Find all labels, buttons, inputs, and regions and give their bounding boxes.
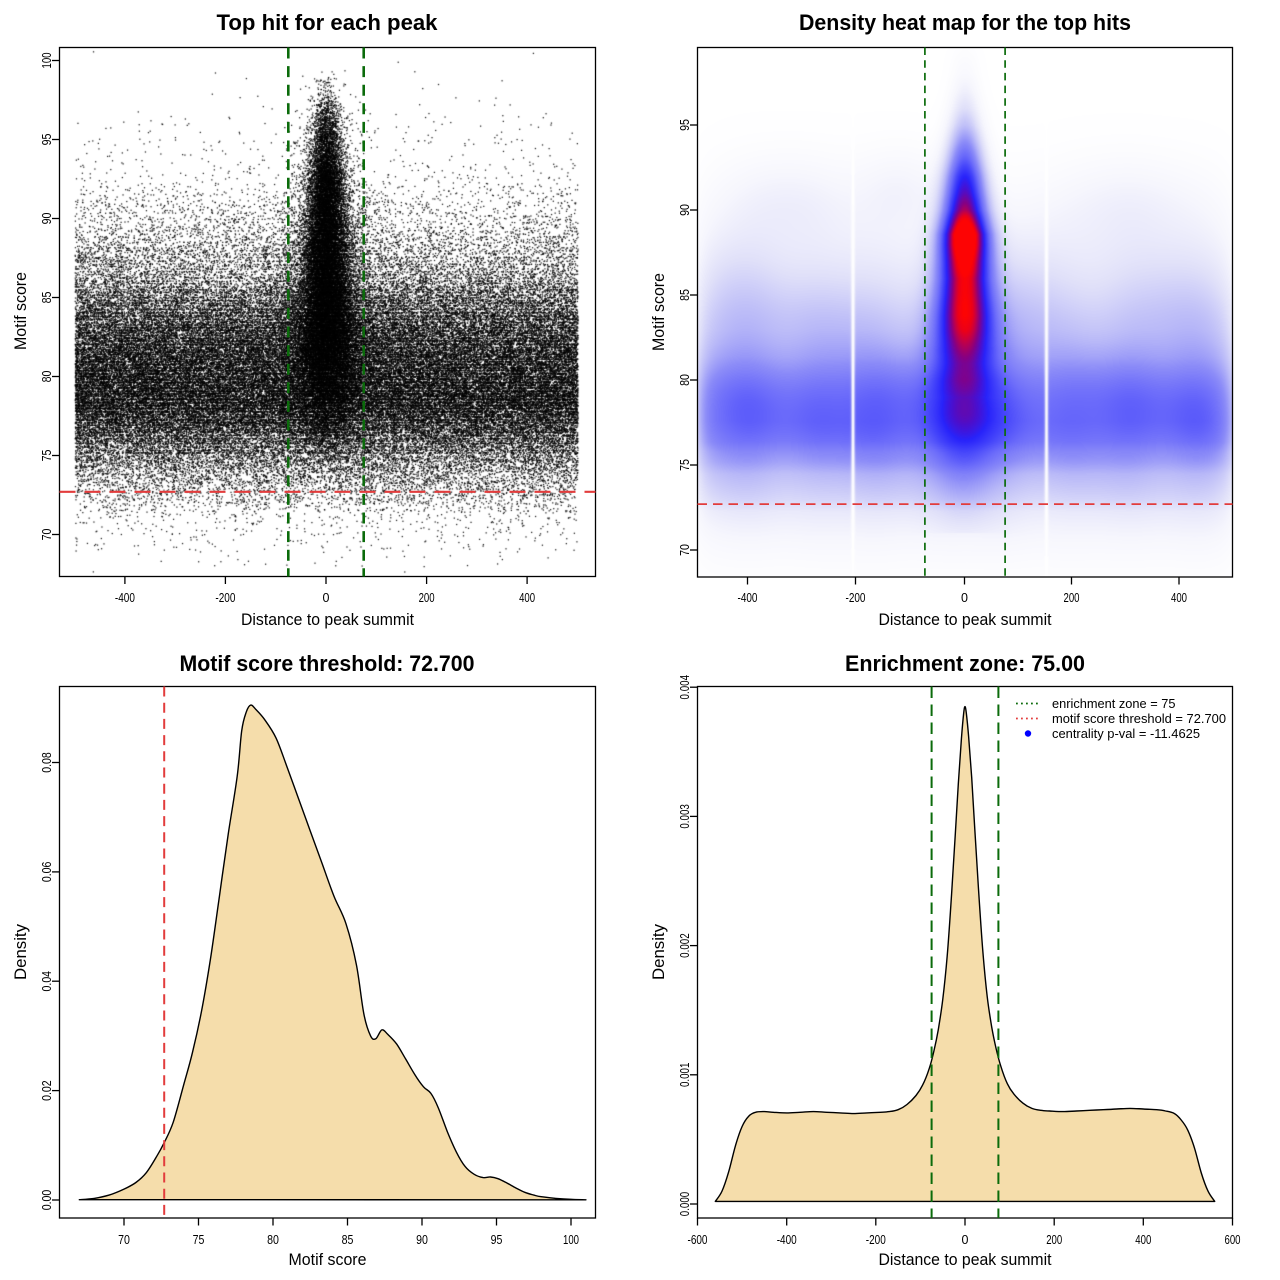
- svg-text:Motif score: Motif score: [649, 273, 668, 351]
- svg-text:75: 75: [678, 459, 692, 471]
- svg-text:0.003: 0.003: [678, 804, 692, 829]
- svg-text:70: 70: [118, 1233, 130, 1247]
- svg-text:0.04: 0.04: [40, 971, 54, 992]
- svg-text:200: 200: [1064, 591, 1080, 605]
- svg-text:0.00: 0.00: [40, 1190, 54, 1211]
- svg-text:Density heat map for the top h: Density heat map for the top hits: [799, 10, 1131, 35]
- svg-text:80: 80: [267, 1233, 279, 1247]
- svg-text:motif score threshold = 72.700: motif score threshold = 72.700: [1052, 712, 1226, 726]
- svg-text:0.08: 0.08: [40, 752, 54, 773]
- svg-text:Distance to peak summit: Distance to peak summit: [879, 1250, 1052, 1269]
- svg-text:-200: -200: [866, 1233, 886, 1247]
- svg-text:90: 90: [40, 213, 54, 225]
- svg-text:enrichment zone = 75: enrichment zone = 75: [1052, 697, 1176, 711]
- svg-text:95: 95: [491, 1233, 503, 1247]
- svg-text:-600: -600: [688, 1233, 708, 1247]
- svg-text:-400: -400: [115, 591, 135, 605]
- svg-text:75: 75: [193, 1233, 205, 1247]
- svg-text:90: 90: [416, 1233, 428, 1247]
- svg-text:0.001: 0.001: [678, 1063, 692, 1088]
- svg-text:Enrichment zone: 75.00: Enrichment zone: 75.00: [845, 651, 1085, 676]
- svg-text:0: 0: [961, 591, 968, 605]
- svg-text:-200: -200: [846, 591, 866, 605]
- svg-text:-400: -400: [777, 1233, 797, 1247]
- svg-text:600: 600: [1225, 1233, 1241, 1247]
- svg-text:Motif score: Motif score: [289, 1250, 367, 1269]
- svg-text:0.02: 0.02: [40, 1080, 54, 1101]
- svg-text:85: 85: [678, 289, 692, 301]
- svg-text:Distance to peak summit: Distance to peak summit: [241, 610, 414, 629]
- svg-text:80: 80: [40, 371, 54, 383]
- svg-text:95: 95: [678, 119, 692, 131]
- svg-text:0.06: 0.06: [40, 862, 54, 883]
- svg-text:70: 70: [40, 529, 54, 541]
- svg-text:85: 85: [40, 292, 54, 304]
- svg-text:0.004: 0.004: [678, 675, 692, 700]
- svg-text:-400: -400: [738, 591, 758, 605]
- svg-text:Motif score: Motif score: [11, 272, 30, 350]
- svg-text:200: 200: [419, 591, 435, 605]
- svg-text:0: 0: [323, 591, 330, 605]
- svg-text:Density: Density: [649, 924, 668, 980]
- svg-text:200: 200: [1046, 1233, 1062, 1247]
- svg-text:-200: -200: [215, 591, 235, 605]
- svg-text:Density: Density: [11, 924, 30, 980]
- svg-text:0.000: 0.000: [678, 1192, 692, 1217]
- svg-text:95: 95: [40, 134, 54, 146]
- svg-text:400: 400: [1135, 1233, 1151, 1247]
- svg-text:400: 400: [1171, 591, 1187, 605]
- svg-text:0: 0: [962, 1233, 969, 1247]
- svg-text:Distance to peak summit: Distance to peak summit: [879, 610, 1052, 629]
- svg-text:Motif score threshold: 72.700: Motif score threshold: 72.700: [180, 651, 475, 676]
- svg-text:85: 85: [342, 1233, 354, 1247]
- svg-text:400: 400: [519, 591, 535, 605]
- svg-text:100: 100: [40, 52, 54, 68]
- svg-text:0.002: 0.002: [678, 933, 692, 958]
- svg-text:Top hit for each peak: Top hit for each peak: [217, 10, 439, 35]
- svg-text:75: 75: [40, 450, 54, 462]
- svg-text:centrality p-val = -11.4625: centrality p-val = -11.4625: [1052, 727, 1200, 741]
- svg-text:100: 100: [563, 1233, 579, 1247]
- svg-text:80: 80: [678, 374, 692, 386]
- svg-text:90: 90: [678, 204, 692, 216]
- svg-text:70: 70: [678, 544, 692, 556]
